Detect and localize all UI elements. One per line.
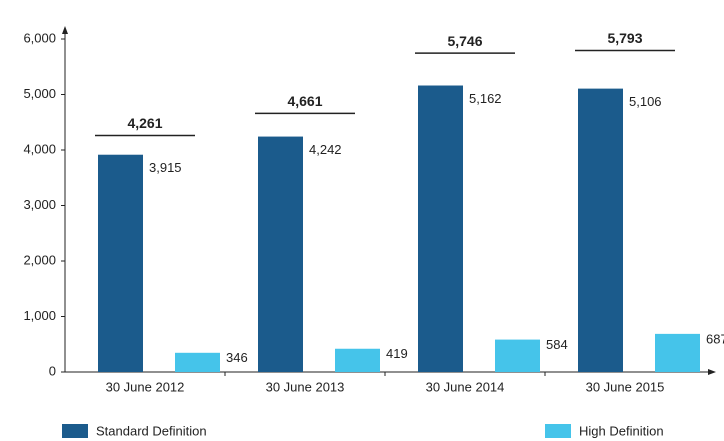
data-label: 3,915 bbox=[149, 160, 182, 175]
bar bbox=[258, 136, 303, 372]
x-tick-label: 30 June 2014 bbox=[426, 379, 505, 394]
legend-swatch bbox=[545, 424, 571, 438]
total-label: 4,261 bbox=[127, 115, 162, 131]
y-tick-label: 5,000 bbox=[23, 86, 56, 101]
data-label: 4,242 bbox=[309, 142, 342, 157]
bar bbox=[655, 333, 700, 372]
y-tick-label: 4,000 bbox=[23, 141, 56, 156]
bar bbox=[418, 85, 463, 372]
data-label: 346 bbox=[226, 350, 248, 365]
x-tick-label: 30 June 2012 bbox=[106, 379, 185, 394]
y-tick-label: 1,000 bbox=[23, 308, 56, 323]
y-axis-arrow bbox=[62, 26, 68, 34]
data-label: 5,162 bbox=[469, 91, 502, 106]
legend-label: Standard Definition bbox=[96, 423, 207, 438]
y-tick-label: 0 bbox=[49, 363, 56, 378]
x-tick-label: 30 June 2013 bbox=[266, 379, 345, 394]
y-tick-label: 6,000 bbox=[23, 30, 56, 45]
y-tick-label: 3,000 bbox=[23, 197, 56, 212]
bar bbox=[335, 348, 380, 372]
bar bbox=[175, 352, 220, 372]
data-label: 5,106 bbox=[629, 94, 662, 109]
data-label: 687 bbox=[706, 331, 724, 346]
data-label: 584 bbox=[546, 337, 568, 352]
legend-label: High Definition bbox=[579, 423, 664, 438]
bar bbox=[98, 154, 143, 372]
x-tick-label: 30 June 2015 bbox=[586, 379, 665, 394]
bar bbox=[578, 88, 623, 372]
total-label: 5,793 bbox=[607, 30, 642, 46]
total-label: 5,746 bbox=[447, 33, 482, 49]
x-axis-arrow bbox=[708, 369, 716, 375]
y-tick-label: 2,000 bbox=[23, 252, 56, 267]
legend-swatch bbox=[62, 424, 88, 438]
bar bbox=[495, 339, 540, 372]
data-label: 419 bbox=[386, 346, 408, 361]
total-label: 4,661 bbox=[287, 93, 322, 109]
